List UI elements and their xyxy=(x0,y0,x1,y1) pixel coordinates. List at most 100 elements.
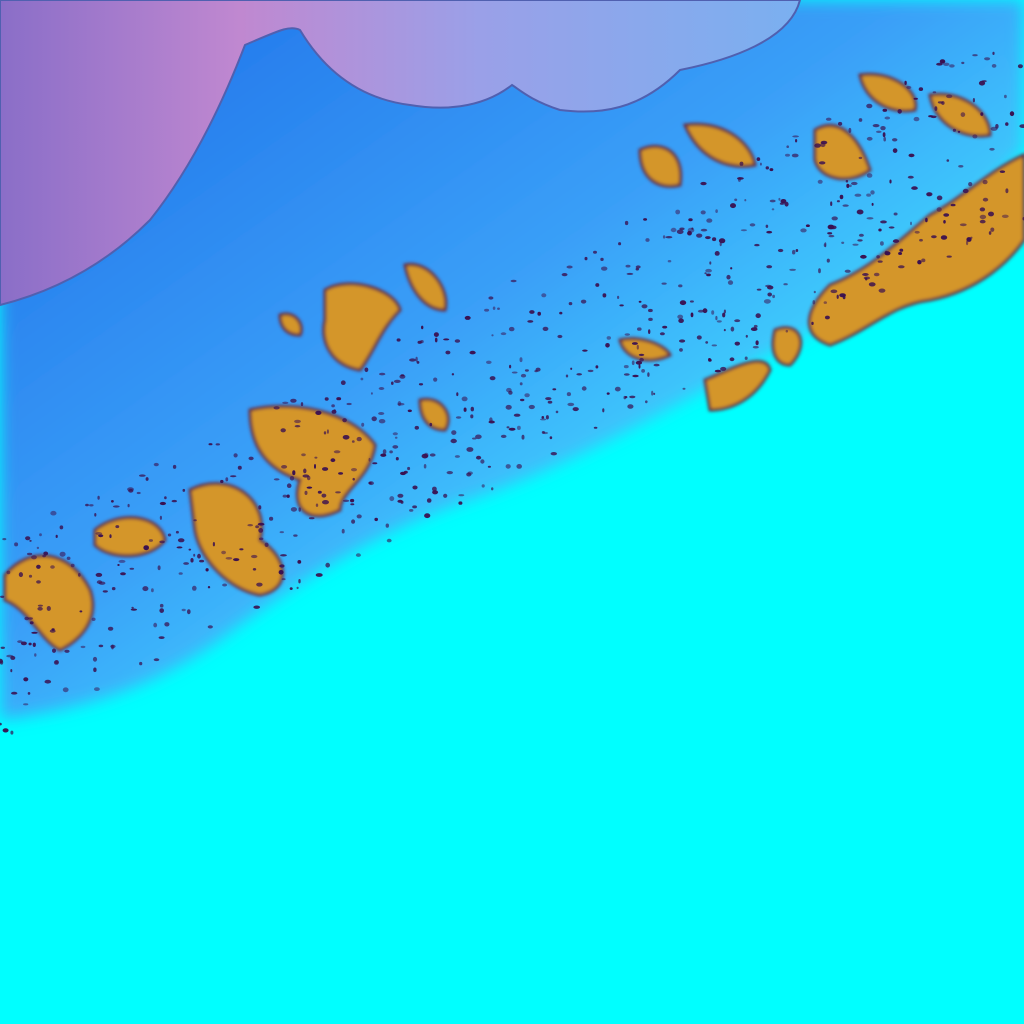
speckle xyxy=(351,440,355,443)
speckle xyxy=(424,513,431,519)
speckle xyxy=(306,486,313,489)
speckle xyxy=(545,415,549,420)
speckle xyxy=(852,243,859,246)
speckle xyxy=(648,317,653,321)
speckle xyxy=(906,85,912,89)
speckle xyxy=(831,216,838,221)
speckle xyxy=(824,315,830,320)
speckle xyxy=(767,285,774,290)
speckle xyxy=(2,538,7,541)
speckle xyxy=(984,57,991,61)
speckle xyxy=(700,228,708,232)
speckle xyxy=(795,139,798,143)
speckle xyxy=(772,294,775,299)
speckle xyxy=(443,338,450,341)
speckle xyxy=(325,562,331,568)
speckle xyxy=(892,138,898,142)
speckle xyxy=(91,617,96,621)
speckle xyxy=(458,494,465,497)
speckle xyxy=(866,217,874,220)
speckle xyxy=(883,136,886,142)
speckle xyxy=(350,498,355,503)
speckle xyxy=(629,395,636,399)
speckle xyxy=(497,307,500,310)
speckle xyxy=(904,80,907,85)
terrain-patch xyxy=(928,92,992,138)
speckle xyxy=(500,332,507,336)
speckle xyxy=(919,238,923,242)
speckle xyxy=(294,425,301,428)
speckle xyxy=(159,608,164,613)
speckle xyxy=(623,373,630,376)
speckle xyxy=(866,173,873,178)
speckle xyxy=(866,103,873,109)
speckle xyxy=(704,272,707,275)
speckle xyxy=(50,510,57,516)
terrain-patch xyxy=(858,72,917,113)
speckle xyxy=(433,332,439,337)
speckle xyxy=(555,410,559,414)
speckle xyxy=(981,80,987,83)
terrain-patch xyxy=(322,282,402,372)
speckle xyxy=(98,534,104,538)
speckle xyxy=(102,590,108,593)
speckle xyxy=(549,436,553,440)
speckle xyxy=(962,188,969,194)
speckle xyxy=(175,530,179,534)
speckle xyxy=(567,402,575,407)
speckle xyxy=(117,564,120,566)
speckle xyxy=(484,308,490,312)
speckle xyxy=(606,336,611,340)
speckle xyxy=(286,483,292,489)
speckle xyxy=(943,213,950,217)
speckle xyxy=(2,728,9,733)
speckle xyxy=(667,260,672,263)
speckle xyxy=(528,404,535,410)
terrain-patch xyxy=(248,404,377,518)
speckle xyxy=(258,528,264,533)
speckle xyxy=(677,314,684,319)
speckle xyxy=(378,412,385,415)
speckle xyxy=(403,470,408,474)
speckle xyxy=(279,564,285,568)
speckle xyxy=(765,166,769,170)
speckle xyxy=(645,400,648,404)
speckle xyxy=(873,272,880,277)
speckle xyxy=(930,115,937,119)
speckle xyxy=(884,116,891,120)
speckle xyxy=(959,223,967,227)
speckle xyxy=(979,219,986,224)
speckle xyxy=(638,353,645,356)
speckle xyxy=(626,272,634,275)
terrain-patch xyxy=(813,124,872,181)
speckle xyxy=(865,277,868,281)
speckle xyxy=(294,419,301,424)
speckle xyxy=(421,453,429,459)
speckle xyxy=(876,255,880,259)
speckle xyxy=(679,227,685,231)
speckle xyxy=(466,447,474,452)
speckle xyxy=(540,418,547,421)
speckle xyxy=(55,534,58,539)
speckle xyxy=(898,265,905,269)
speckle xyxy=(151,588,154,593)
speckle xyxy=(282,494,288,498)
speckle xyxy=(417,340,422,344)
speckle xyxy=(700,210,706,215)
speckle xyxy=(972,98,976,103)
speckle xyxy=(602,293,607,298)
speckle xyxy=(321,493,327,498)
speckle xyxy=(631,360,635,366)
terrain-patch xyxy=(682,122,757,168)
speckle xyxy=(508,427,516,431)
speckle xyxy=(643,218,648,221)
speckle xyxy=(259,537,264,541)
speckle xyxy=(412,485,418,490)
speckle xyxy=(925,217,928,223)
speckle xyxy=(552,388,557,391)
speckle xyxy=(409,509,414,512)
speckle xyxy=(880,220,887,224)
speckle xyxy=(697,309,704,313)
speckle xyxy=(53,660,59,665)
terrain-patch xyxy=(403,263,448,312)
